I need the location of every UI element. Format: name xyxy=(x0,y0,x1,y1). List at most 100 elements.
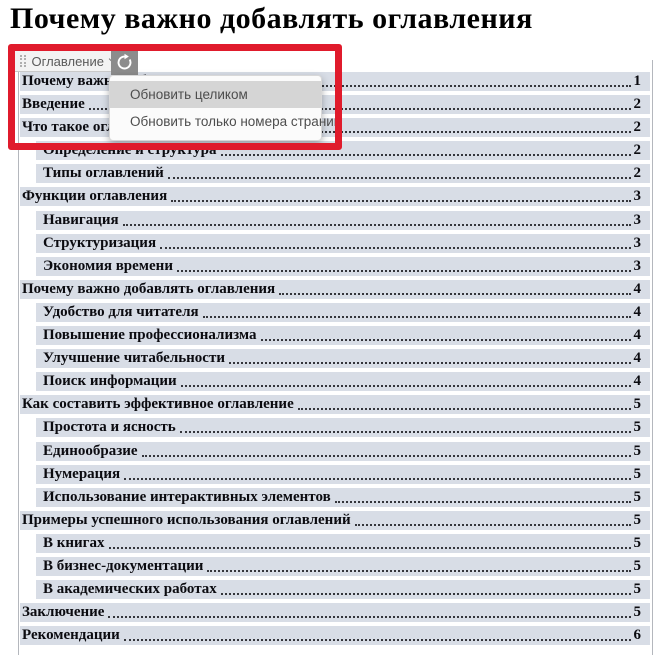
toc-entry[interactable]: Как составить эффективное оглавление 5 xyxy=(20,395,650,415)
toc-entry-text: В книгах xyxy=(43,534,105,551)
toc-entry-text: Простота и ясность xyxy=(43,419,176,436)
toc-entry-text: Типы оглавлений xyxy=(43,165,164,182)
refresh-icon xyxy=(117,53,132,69)
content-control-left-border xyxy=(18,60,19,655)
page-number: 5 xyxy=(633,442,642,459)
toc-entry[interactable]: Структуризация 3 xyxy=(36,233,650,253)
toc-entry[interactable]: Поиск информации 4 xyxy=(36,372,650,392)
dot-leader xyxy=(108,616,631,619)
page-number: 3 xyxy=(633,188,642,205)
page-number: 2 xyxy=(633,96,642,113)
toc-entry-text: Улучшение читабельности xyxy=(43,350,225,367)
toc-entry[interactable]: Примеры успешного использования оглавлен… xyxy=(20,510,650,530)
page-number: 3 xyxy=(633,234,642,251)
toc-entry-text: Заключение xyxy=(22,604,105,621)
toc-entry[interactable]: Рекомендации 6 xyxy=(20,626,650,646)
page-number: 2 xyxy=(633,165,642,182)
toc-entry-text: Определение и структура xyxy=(43,142,217,159)
toc-entry-text: Рекомендации xyxy=(22,627,120,644)
dot-leader xyxy=(180,385,631,388)
page-number: 5 xyxy=(633,557,642,574)
toc-entry-text: Почему важно добавлять оглавления xyxy=(22,280,276,297)
toc-entry[interactable]: В бизнес-документации 5 xyxy=(36,556,650,576)
toc-entry[interactable]: Определение и структура 2 xyxy=(36,141,650,161)
toc-entry[interactable]: Экономия времени 3 xyxy=(36,256,650,276)
toc-entry-text: Примеры успешного использования оглавлен… xyxy=(22,511,351,528)
page-number: 4 xyxy=(633,327,642,344)
dot-leader xyxy=(176,269,631,272)
dot-leader xyxy=(334,500,631,503)
page-number: 4 xyxy=(633,303,642,320)
toc-entry[interactable]: Функции оглавления 3 xyxy=(20,187,650,207)
toc-entry[interactable]: Улучшение читабельности 4 xyxy=(36,349,650,369)
toc-entry[interactable]: Навигация 3 xyxy=(36,210,650,230)
dot-leader xyxy=(160,246,631,249)
update-toc-menu: Обновить целиком Обновить только номера с… xyxy=(109,75,342,141)
dot-leader xyxy=(220,154,631,157)
dot-leader xyxy=(279,85,631,87)
drag-handle-icon xyxy=(20,54,26,68)
toc-entry-text: В академических работах xyxy=(43,581,217,598)
toc-entry-text: Удобство для читателя xyxy=(43,303,199,320)
dot-leader xyxy=(173,131,631,134)
toc-entry[interactable]: Единообразие 5 xyxy=(36,441,650,461)
page-number: 4 xyxy=(633,280,642,297)
page-number: 2 xyxy=(633,119,642,136)
page-number: 2 xyxy=(633,142,642,159)
update-toc-button[interactable] xyxy=(111,49,138,75)
dot-leader xyxy=(260,339,631,342)
toc-entry[interactable]: Повышение профессионализма 4 xyxy=(36,326,650,346)
page-number: 1 xyxy=(633,73,642,89)
dot-leader xyxy=(297,408,631,411)
toc-entry[interactable]: В академических работах 5 xyxy=(36,580,650,600)
dot-leader xyxy=(171,200,631,203)
toc-entry-text: Функции оглавления xyxy=(22,188,168,205)
page-number: 5 xyxy=(633,488,642,505)
toc-entry[interactable]: Простота и ясность 5 xyxy=(36,418,650,438)
dot-leader xyxy=(354,523,631,526)
toc-field: Почему важно добавлять оглавления 1 Введ… xyxy=(0,72,672,649)
toc-entry-text: Повышение профессионализма xyxy=(43,327,257,344)
page-number: 5 xyxy=(633,534,642,551)
toc-entry[interactable]: Нумерация 5 xyxy=(36,464,650,484)
dot-leader xyxy=(220,593,631,596)
content-control-right-border xyxy=(652,60,653,655)
toc-entry[interactable]: Удобство для читателя 4 xyxy=(36,302,650,322)
toc-entry-text: Навигация xyxy=(43,211,119,228)
toc-entry[interactable]: Заключение 5 xyxy=(20,603,650,623)
page-title: Почему важно добавлять оглавления xyxy=(10,2,533,35)
page-number: 5 xyxy=(633,604,642,621)
toc-entry-text: Использование интерактивных элементов xyxy=(43,488,331,505)
page-number: 4 xyxy=(633,373,642,390)
toc-entry-text: Экономия времени xyxy=(43,257,173,274)
toc-entry-text: В бизнес-документации xyxy=(43,557,204,574)
dot-leader xyxy=(108,546,631,549)
page-number: 5 xyxy=(633,511,642,528)
toc-entry-text: Нумерация xyxy=(43,465,121,482)
toc-entry[interactable]: Типы оглавлений 2 xyxy=(36,164,650,184)
page-number: 5 xyxy=(633,465,642,482)
toc-entry[interactable]: Почему важно добавлять оглавления 4 xyxy=(20,279,650,299)
page-number: 5 xyxy=(633,396,642,413)
dot-leader xyxy=(279,292,631,295)
toc-entry-text: Структуризация xyxy=(43,234,157,251)
dot-leader xyxy=(179,431,631,434)
dot-leader xyxy=(123,639,631,642)
dot-leader xyxy=(122,223,631,226)
dot-leader xyxy=(207,569,631,572)
dot-leader xyxy=(141,454,631,457)
toc-entry-text: Как составить эффективное оглавление xyxy=(22,396,294,413)
toc-entry-text: Единообразие xyxy=(43,442,138,459)
page-number: 4 xyxy=(633,350,642,367)
menu-item[interactable]: Обновить целиком xyxy=(110,81,321,108)
content-control-tag-button[interactable]: Оглавление xyxy=(14,50,125,72)
content-control-label: Оглавление xyxy=(31,53,104,69)
dot-leader xyxy=(228,362,631,365)
toc-entry-text: Поиск информации xyxy=(43,373,177,390)
page-number: 5 xyxy=(633,581,642,598)
toc-entry[interactable]: Использование интерактивных элементов 5 xyxy=(36,487,650,507)
menu-item[interactable]: Обновить только номера страниц xyxy=(130,114,342,129)
dot-leader xyxy=(88,108,631,111)
toc-entry[interactable]: В книгах 5 xyxy=(36,533,650,553)
dot-leader xyxy=(167,177,631,180)
